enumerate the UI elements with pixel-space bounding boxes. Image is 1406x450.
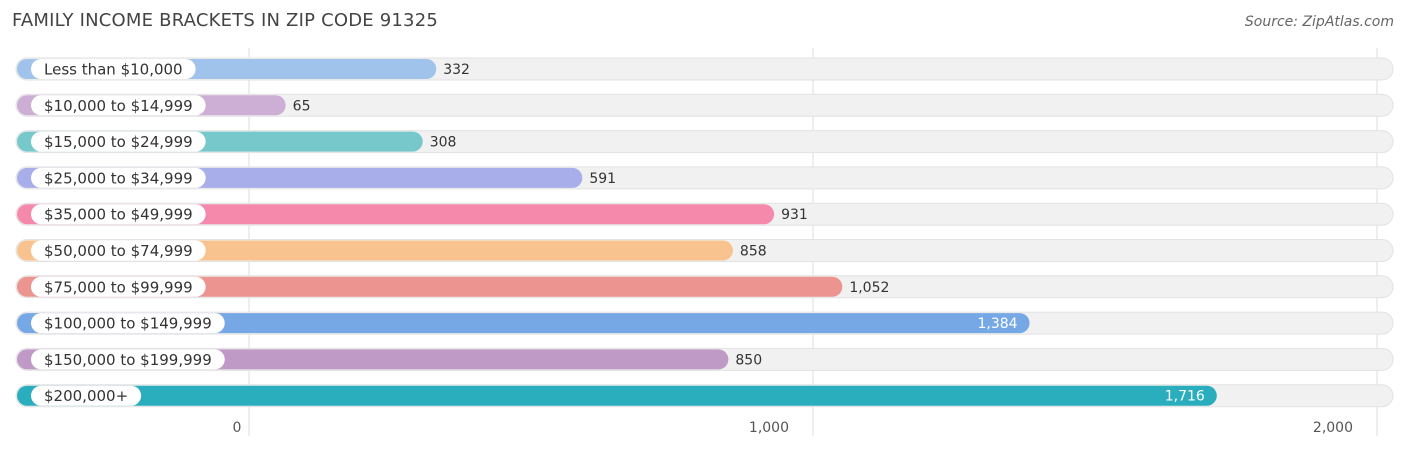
category-label-pill [31, 240, 206, 261]
category-label: $15,000 to $24,999 [44, 133, 193, 151]
bar-row: Less than $10,000 332 [15, 57, 1394, 81]
category-label-pill [31, 276, 206, 297]
bar-track [15, 93, 1394, 117]
bar-row: $35,000 to $49,999 931 [15, 202, 1394, 226]
chart-source: Source: ZipAtlas.com [1244, 14, 1394, 30]
category-label-pill [31, 167, 206, 188]
category-label-pill [31, 385, 142, 406]
category-label: $10,000 to $14,999 [44, 97, 193, 115]
bar [17, 276, 843, 297]
value-label: 1,384 [977, 316, 1017, 332]
value-label: 591 [589, 171, 616, 187]
category-label: $35,000 to $49,999 [44, 206, 193, 224]
category-label-pill [31, 204, 206, 225]
category-label: $100,000 to $149,999 [44, 315, 212, 333]
category-label-pill [31, 95, 206, 116]
x-tick-label: 2,000 [1313, 420, 1353, 436]
category-label-pill [31, 59, 196, 79]
value-label: 308 [430, 135, 457, 151]
value-label: 65 [293, 98, 311, 114]
bar-row: $150,000 to $199,999 850 [15, 347, 1394, 371]
bar-rows: Less than $10,000 332 $10,000 to $14,999 65… [15, 57, 1394, 408]
category-label: $75,000 to $99,999 [44, 278, 193, 296]
bar-row: $100,000 to $149,999 1,384 [15, 311, 1394, 335]
value-label: 858 [740, 244, 767, 260]
value-label: 850 [735, 352, 762, 368]
bar [17, 385, 1217, 406]
value-label: 332 [443, 62, 470, 78]
bar-row: $10,000 to $14,999 65 [15, 93, 1394, 117]
bar [17, 313, 1030, 334]
bar-row: $15,000 to $24,999 308 [15, 130, 1394, 154]
bar-row: $75,000 to $99,999 1,052 [15, 275, 1394, 299]
category-label: Less than $10,000 [44, 61, 183, 79]
bar [17, 204, 775, 225]
value-label: 1,716 [1165, 389, 1205, 405]
category-label: $200,000+ [44, 387, 128, 405]
x-tick-label: 0 [233, 420, 242, 436]
category-label: $25,000 to $34,999 [44, 169, 193, 187]
value-label: 1,052 [849, 280, 889, 296]
bar-row: $25,000 to $34,999 591 [15, 166, 1394, 190]
x-axis: 0 1,000 2,000 [233, 420, 1353, 436]
category-label-pill [31, 349, 225, 370]
chart-title: FAMILY INCOME BRACKETS IN ZIP CODE 91325 [12, 10, 439, 31]
x-tick-label: 1,000 [749, 420, 789, 436]
category-label: $150,000 to $199,999 [44, 351, 212, 369]
value-label: 931 [781, 207, 808, 223]
category-label: $50,000 to $74,999 [44, 242, 193, 260]
category-label-pill [31, 131, 206, 152]
category-label-pill [31, 313, 225, 334]
bar-row: $50,000 to $74,999 858 [15, 239, 1394, 262]
bar-row: $200,000+ 1,716 [15, 384, 1394, 408]
